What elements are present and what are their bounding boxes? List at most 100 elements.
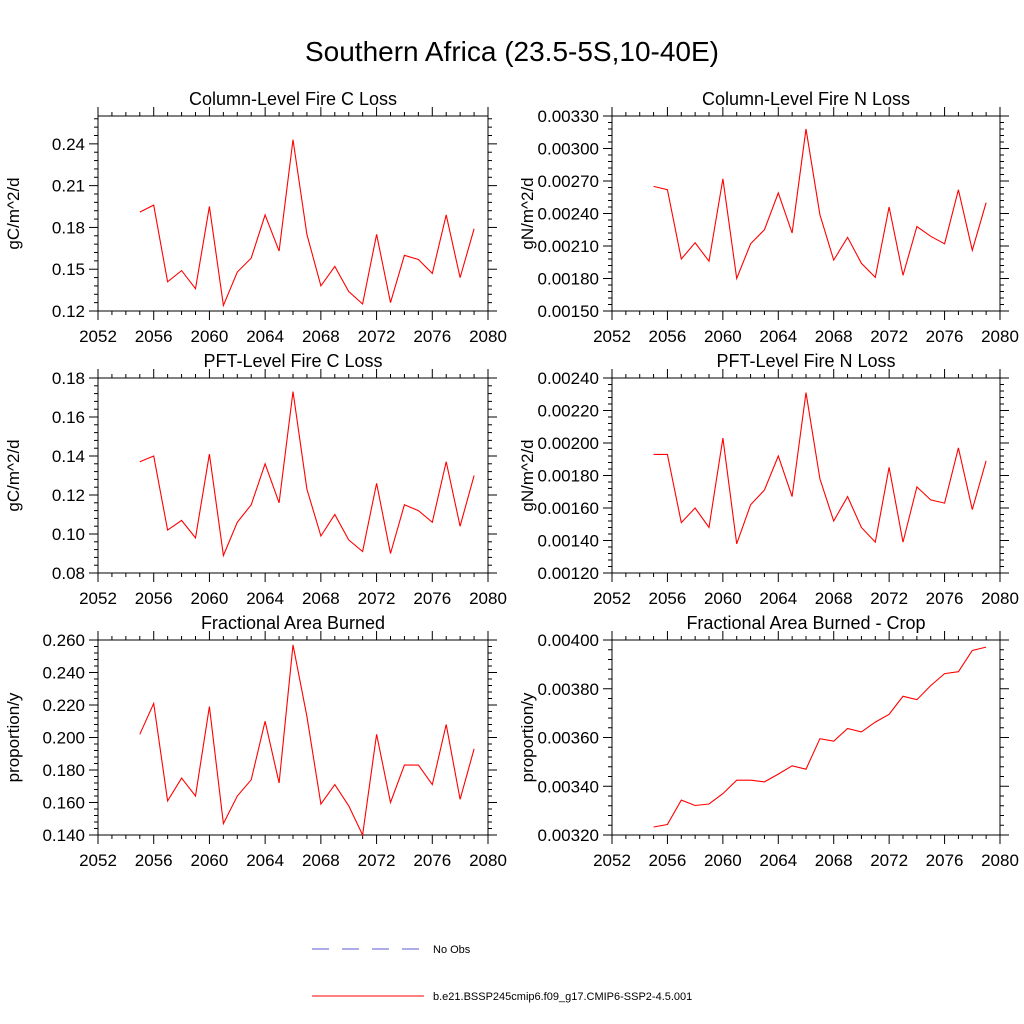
x-tick-label: 2080: [469, 327, 507, 346]
x-tick-label: 2080: [469, 851, 507, 870]
x-tick-label: 2068: [815, 589, 853, 608]
x-tick-label: 2080: [981, 851, 1019, 870]
x-tick-label: 2052: [593, 589, 631, 608]
legend-label: b.e21.BSSP245cmip6.f09_g17.CMIP6-SSP2-4.…: [433, 991, 692, 1003]
x-tick-label: 2072: [870, 851, 908, 870]
x-tick-label: 2068: [815, 327, 853, 346]
y-tick-label: 0.180: [42, 761, 85, 780]
y-tick-label: 0.00330: [538, 107, 599, 126]
x-tick-label: 2072: [358, 327, 396, 346]
x-tick-label: 2056: [649, 851, 687, 870]
x-tick-label: 2068: [302, 327, 340, 346]
y-tick-label: 0.08: [52, 564, 85, 583]
x-tick-label: 2064: [246, 851, 284, 870]
x-tick-label: 2080: [981, 589, 1019, 608]
y-tick-label: 0.00320: [538, 826, 599, 845]
x-tick-label: 2076: [413, 589, 451, 608]
y-tick-label: 0.18: [52, 218, 85, 237]
y-tick-label: 0.10: [52, 525, 85, 544]
y-tick-label: 0.240: [42, 664, 85, 683]
y-tick-label: 0.12: [52, 302, 85, 321]
y-tick-label: 0.00300: [538, 140, 599, 159]
chart-panel-6: 2052 2056 2060 2064 2068 2072 2076 2080 0.00320 0…: [518, 613, 1019, 870]
x-tick-label: 2060: [191, 589, 229, 608]
x-tick-label: 2052: [593, 851, 631, 870]
y-tick-label: 0.00120: [538, 564, 599, 583]
y-tick-label: 0.12: [52, 486, 85, 505]
chart-title: Column-Level Fire N Loss: [702, 89, 910, 109]
plot-frame: [97, 377, 489, 574]
y-tick-label: 0.00340: [538, 777, 599, 796]
y-tick-label: 0.18: [52, 369, 85, 388]
chart-panel-2: 2052 2056 2060 2064 2068 2072 2076 2080 0.00150 0…: [518, 89, 1019, 346]
x-tick-label: 2052: [593, 327, 631, 346]
y-tick-label: 0.220: [42, 696, 85, 715]
chart-panel-5: 2052 2056 2060 2064 2068 2072 2076 2080 0.140 0.1…: [4, 613, 507, 870]
x-tick-label: 2052: [79, 327, 117, 346]
y-tick-label: 0.200: [42, 729, 85, 748]
y-tick-label: 0.00240: [538, 369, 599, 388]
chart-panel-1: 2052 2056 2060 2064 2068 2072 2076 2080 0.12 0.15…: [4, 89, 507, 346]
x-tick-label: 2052: [79, 851, 117, 870]
series-line: [653, 646, 987, 828]
y-axis-label: proportion/y: [518, 692, 537, 782]
x-tick-label: 2056: [135, 589, 173, 608]
plot-frame: [97, 639, 489, 836]
series-line: [653, 128, 987, 281]
x-tick-label: 2072: [358, 589, 396, 608]
x-tick-label: 2060: [191, 327, 229, 346]
x-tick-label: 2056: [649, 327, 687, 346]
legend-label: No Obs: [433, 944, 471, 956]
x-tick-label: 2072: [870, 327, 908, 346]
y-tick-label: 0.160: [42, 794, 85, 813]
y-tick-label: 0.00380: [538, 680, 599, 699]
series-line: [139, 391, 475, 558]
x-tick-label: 2068: [815, 851, 853, 870]
chart-title: PFT-Level Fire C Loss: [203, 351, 382, 371]
y-tick-label: 0.140: [42, 826, 85, 845]
y-tick-label: 0.14: [52, 447, 85, 466]
x-tick-label: 2064: [246, 327, 284, 346]
x-tick-label: 2064: [759, 327, 797, 346]
y-axis-label: gC/m^2/d: [4, 177, 23, 249]
y-tick-label: 0.00200: [538, 434, 599, 453]
x-tick-label: 2064: [759, 589, 797, 608]
x-tick-label: 2076: [926, 327, 964, 346]
chart-title: Fractional Area Burned: [201, 613, 385, 633]
x-tick-label: 2064: [759, 851, 797, 870]
y-tick-label: 0.00150: [538, 302, 599, 321]
x-tick-label: 2056: [135, 327, 173, 346]
legend: No Obs b.e21.BSSP245cmip6.f09_g17.CMIP6-S…: [312, 944, 692, 1003]
plot-frame: [97, 115, 489, 312]
chart-title: Fractional Area Burned - Crop: [686, 613, 925, 633]
x-tick-label: 2076: [413, 327, 451, 346]
y-tick-label: 0.00180: [538, 467, 599, 486]
y-tick-label: 0.00180: [538, 270, 599, 289]
y-tick-label: 0.00240: [538, 205, 599, 224]
x-tick-label: 2064: [246, 589, 284, 608]
y-tick-label: 0.00400: [538, 631, 599, 650]
series-line: [653, 392, 987, 544]
plot-frame: [611, 639, 1001, 836]
y-axis-label: gN/m^2/d: [518, 177, 537, 249]
chart-panel-3: 2052 2056 2060 2064 2068 2072 2076 2080 0.08 0.10…: [4, 351, 507, 608]
y-axis-label: gN/m^2/d: [518, 439, 537, 511]
x-tick-label: 2076: [926, 851, 964, 870]
y-tick-label: 0.00360: [538, 729, 599, 748]
chart-title: PFT-Level Fire N Loss: [716, 351, 895, 371]
y-tick-label: 0.00220: [538, 402, 599, 421]
x-tick-label: 2060: [704, 851, 742, 870]
x-tick-label: 2072: [870, 589, 908, 608]
x-tick-label: 2068: [302, 589, 340, 608]
y-axis-label: gC/m^2/d: [4, 439, 23, 511]
x-tick-label: 2060: [704, 589, 742, 608]
chart-title: Column-Level Fire C Loss: [189, 89, 397, 109]
x-tick-label: 2052: [79, 589, 117, 608]
x-tick-label: 2072: [358, 851, 396, 870]
y-tick-label: 0.00160: [538, 499, 599, 518]
x-tick-label: 2080: [469, 589, 507, 608]
plot-frame: [611, 377, 1001, 574]
chart-panel-4: 2052 2056 2060 2064 2068 2072 2076 2080 0.00120 0…: [518, 351, 1019, 608]
